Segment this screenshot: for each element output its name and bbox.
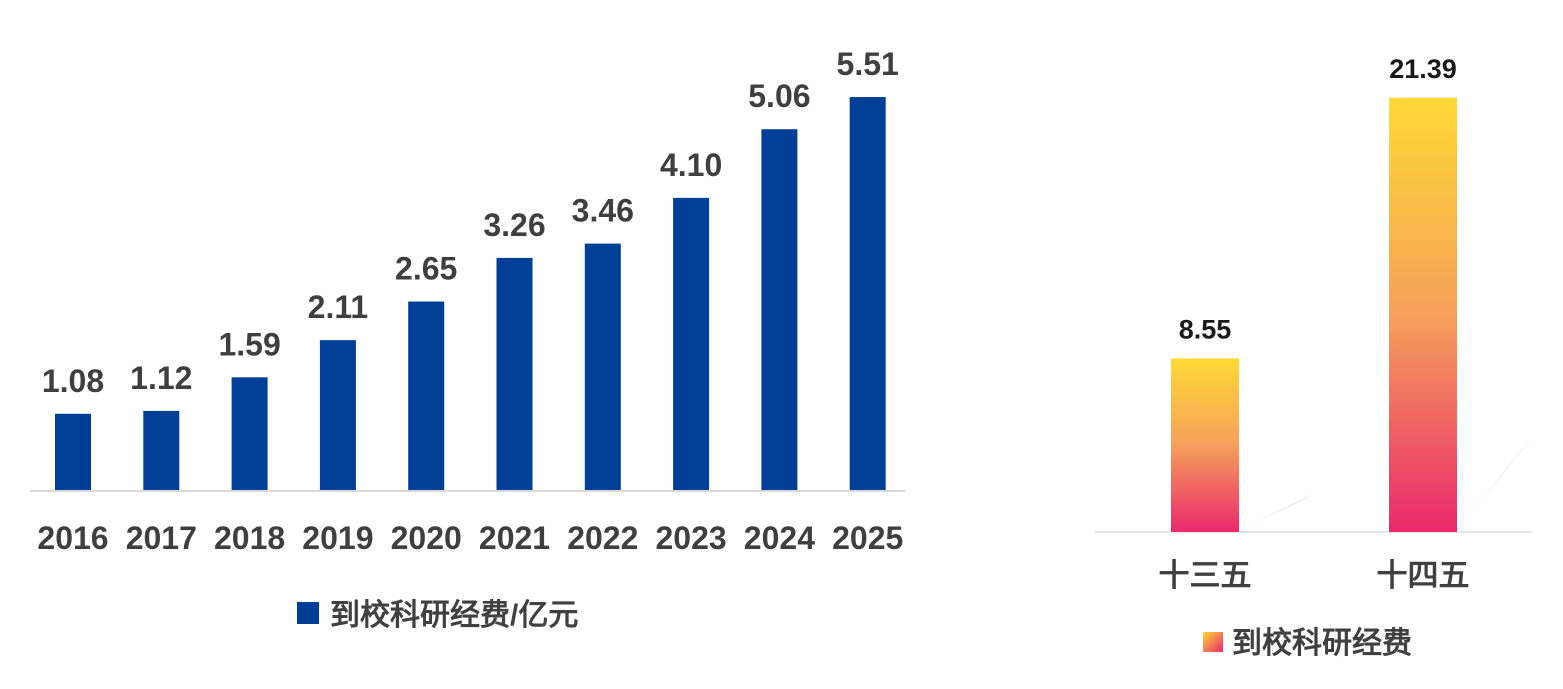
left-bar-2020: [408, 301, 445, 491]
left-tick-label-2016: 2016: [37, 520, 108, 556]
left-value-label-2024: 5.06: [748, 78, 810, 114]
left-bar-chart: 1.08 1.12 1.59 2.11 2.65 3.26 3.46 4.10 5.06 5.51…: [30, 46, 905, 632]
right-tick-label-1: 十四五: [1377, 558, 1470, 593]
left-tick-label-2019: 2019: [302, 520, 373, 556]
left-legend-swatch: [297, 602, 319, 624]
right-bar-1: [1389, 97, 1457, 533]
right-legend-label: 到校科研经费: [1232, 626, 1412, 660]
left-value-label-2025: 5.51: [837, 46, 899, 82]
left-bar-2017: [143, 410, 180, 491]
right-legend-swatch: [1203, 632, 1223, 652]
left-tick-label-2017: 2017: [126, 520, 197, 556]
left-value-label-2017: 1.12: [130, 360, 192, 396]
left-value-label-2018: 1.59: [218, 326, 280, 362]
left-value-label-2022: 3.46: [572, 193, 634, 229]
left-tick-label-2021: 2021: [479, 520, 550, 556]
left-bar-2019: [319, 340, 356, 491]
left-bar-2025: [849, 97, 886, 491]
left-bar-2023: [673, 197, 710, 491]
left-tick-label-2022: 2022: [567, 520, 638, 556]
left-value-label-2016: 1.08: [42, 363, 104, 399]
right-bar-shadow-1: [1457, 436, 1533, 532]
left-value-label-2021: 3.26: [483, 207, 545, 243]
right-value-label-1: 21.39: [1389, 54, 1457, 84]
right-tick-label-0: 十三五: [1159, 558, 1252, 593]
left-value-label-2020: 2.65: [395, 251, 457, 287]
left-value-label-2023: 4.10: [660, 147, 722, 183]
right-legend: 到校科研经费: [1203, 626, 1412, 660]
right-bar-chart: 8.55 21.39 十三五 十四五 到校科研经费: [1095, 54, 1533, 660]
left-tick-label-2024: 2024: [744, 520, 815, 556]
left-bar-2024: [761, 129, 798, 491]
left-legend-label: 到校科研经费/亿元: [330, 598, 578, 632]
left-bar-2018: [231, 377, 268, 491]
left-tick-label-2020: 2020: [391, 520, 462, 556]
left-legend: 到校科研经费/亿元: [297, 598, 578, 632]
left-bar-2016: [55, 413, 91, 491]
left-tick-label-2018: 2018: [214, 520, 285, 556]
right-bar-shadow-0: [1239, 493, 1315, 532]
left-bar-2022: [584, 243, 621, 491]
right-value-label-0: 8.55: [1179, 314, 1232, 344]
left-value-label-2019: 2.11: [308, 289, 369, 325]
left-bar-2021: [496, 257, 533, 491]
right-bar-0: [1171, 358, 1239, 532]
left-tick-label-2025: 2025: [832, 520, 903, 556]
left-tick-label-2023: 2023: [656, 520, 727, 556]
